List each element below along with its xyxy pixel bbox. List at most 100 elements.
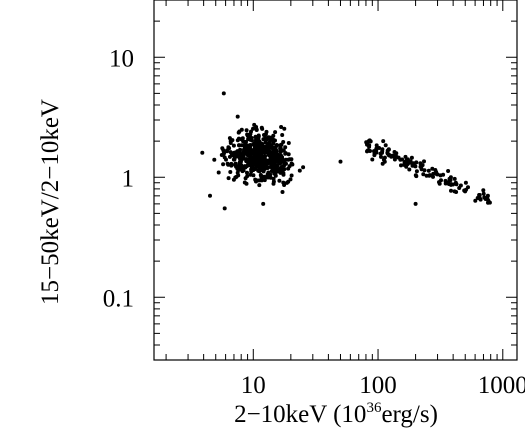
data-point — [260, 143, 265, 147]
data-point — [231, 177, 236, 182]
data-point — [278, 153, 283, 158]
data-point — [283, 145, 288, 150]
data-point — [242, 180, 247, 185]
data-point — [437, 180, 441, 185]
data-point — [256, 133, 261, 138]
data-point — [287, 157, 292, 162]
data-point — [441, 172, 446, 177]
data-point — [240, 136, 245, 141]
data-point — [253, 135, 258, 140]
data-point — [226, 145, 231, 150]
data-point — [221, 162, 226, 167]
data-point — [237, 150, 242, 155]
data-point — [249, 167, 254, 172]
data-point — [239, 167, 244, 172]
data-point — [234, 174, 239, 179]
data-point — [421, 172, 426, 177]
data-point — [481, 191, 486, 196]
data-point — [228, 150, 233, 155]
data-point — [256, 160, 261, 165]
data-point — [277, 178, 282, 183]
data-point — [271, 155, 276, 160]
data-point — [235, 114, 240, 119]
data-point — [475, 196, 480, 200]
data-point — [400, 157, 405, 162]
data-point — [275, 158, 280, 163]
data-point — [446, 169, 451, 173]
data-point — [387, 153, 392, 158]
data-point — [266, 144, 271, 149]
data-point — [434, 172, 439, 177]
data-point — [260, 126, 265, 131]
data-point — [427, 173, 432, 178]
data-point — [254, 127, 259, 132]
plot-frame — [153, 0, 518, 361]
data-point — [287, 164, 292, 169]
data-point — [247, 133, 252, 137]
data-point — [406, 160, 411, 165]
data-point — [481, 188, 486, 193]
data-point — [231, 157, 236, 162]
data-point — [477, 193, 482, 197]
data-point — [267, 152, 272, 157]
data-point — [279, 125, 284, 129]
data-point — [274, 143, 279, 147]
data-point — [446, 180, 450, 185]
data-point — [403, 159, 408, 164]
data-point — [458, 183, 463, 188]
data-point — [244, 159, 249, 164]
data-point — [228, 141, 233, 145]
data-point — [280, 157, 285, 162]
data-point — [250, 158, 255, 163]
data-point — [257, 183, 262, 188]
x-axis-label: 2−10keV (1036erg/s) — [234, 400, 438, 428]
data-point — [407, 167, 412, 172]
data-point — [244, 128, 249, 133]
axis-ticks — [154, 0, 517, 361]
data-point — [393, 154, 398, 159]
data-point — [256, 164, 260, 169]
data-point — [430, 166, 435, 171]
data-point — [259, 178, 264, 183]
data-point — [280, 148, 285, 153]
data-point — [231, 143, 236, 148]
y-tick-label: 0.1 — [103, 285, 134, 312]
x-tick-label: 100 — [359, 372, 397, 399]
data-point — [216, 170, 221, 175]
data-point — [392, 157, 397, 162]
data-point — [286, 141, 291, 145]
data-point — [219, 153, 224, 157]
data-point — [208, 193, 212, 198]
data-point — [246, 162, 251, 167]
data-point — [259, 174, 264, 179]
tick-labels: 10 100 1000 0.1 1 10 — [103, 45, 525, 399]
data-point — [221, 91, 226, 96]
y-axis-label: 15−50keV/2−10keV — [37, 99, 64, 305]
data-point — [278, 168, 283, 173]
x-tick-label: 10 — [241, 372, 266, 399]
data-point — [256, 138, 261, 143]
data-point — [392, 150, 397, 154]
data-point — [282, 126, 287, 131]
data-point — [452, 189, 457, 194]
data-point — [222, 155, 227, 160]
data-point — [254, 155, 259, 160]
data-point — [261, 164, 266, 169]
data-point — [243, 148, 248, 153]
data-point — [259, 154, 264, 159]
data-point — [453, 180, 458, 185]
data-point — [257, 169, 262, 174]
data-point — [236, 168, 241, 172]
data-point — [249, 129, 253, 134]
data-point — [374, 143, 379, 148]
data-point — [463, 180, 468, 185]
data-point — [418, 164, 423, 169]
data-point — [414, 160, 419, 165]
data-point — [286, 179, 291, 184]
data-point — [272, 162, 276, 167]
data-point — [274, 148, 279, 153]
data-point — [229, 163, 234, 168]
data-point — [273, 130, 278, 135]
data-point — [241, 152, 246, 157]
data-point — [270, 151, 275, 156]
